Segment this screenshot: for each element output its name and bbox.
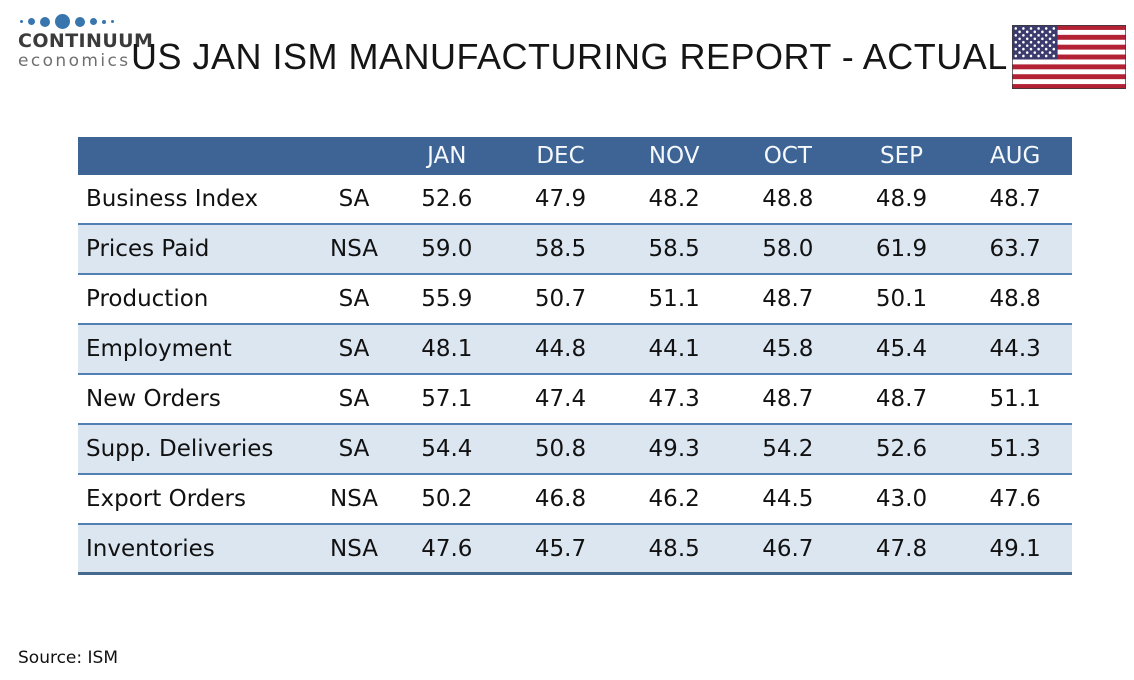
value-cell: 47.3 [648,386,700,412]
value-cell: 63.7 [989,236,1041,262]
column-header-jan: JAN [427,143,467,169]
table-row: Export Orders NSA 50.2 46.8 46.2 44.5 43.0 47.6 [78,475,1072,525]
value-cell: 50.7 [534,286,587,312]
value-cell: 46.8 [534,486,587,512]
row-adjustment: NSA [330,486,378,512]
row-adjustment: SA [338,286,370,312]
value-cell: 54.4 [421,436,473,462]
value-cell: 48.8 [762,186,814,212]
value-cell: 48.7 [762,286,814,312]
value-cell: 46.2 [648,486,700,512]
value-cell: 45.8 [762,336,814,362]
source-note: Source: ISM [18,648,118,668]
value-cell: 49.1 [989,535,1041,562]
row-adjustment: SA [338,436,370,462]
us-flag-icon [1012,25,1126,89]
row-adjustment: NSA [330,535,378,562]
flag-stars [1014,27,1056,58]
table-row: Business Index SA 52.6 47.9 48.2 48.8 48.9 48.7 [78,175,1072,225]
value-cell: 48.7 [875,386,928,412]
value-cell: 50.8 [534,436,587,462]
column-header-dec: DEC [536,143,585,169]
value-cell: 44.5 [762,486,814,512]
continuum-economics-logo: CONTINUUM economics [18,13,154,71]
value-cell: 59.0 [421,236,473,262]
table-row: Employment SA 48.1 44.8 44.1 45.8 45.4 44.3 [78,325,1072,375]
table-row: Supp. Deliveries SA 54.4 50.8 49.3 54.2 52.6 51… [78,425,1072,475]
row-label: Business Index [86,186,259,212]
value-cell: 58.0 [762,236,814,262]
value-cell: 47.4 [534,386,587,412]
column-header-oct: OCT [763,143,812,169]
value-cell: 45.4 [875,336,928,362]
row-adjustment: SA [338,336,370,362]
row-adjustment: SA [338,386,370,412]
row-label: Prices Paid [86,236,210,262]
value-cell: 47.6 [421,535,473,562]
value-cell: 48.7 [762,386,814,412]
value-cell: 47.8 [875,535,928,562]
value-cell: 51.1 [989,386,1041,412]
value-cell: 50.1 [875,286,928,312]
table-row: New Orders SA 57.1 47.4 47.3 48.7 48.7 51.1 [78,375,1072,425]
table-row: Inventories NSA 47.6 45.7 48.5 46.7 47.8 49.1 [78,525,1072,575]
table-header-row: JAN DEC NOV OCT SEP AUG [78,137,1072,175]
value-cell: 51.1 [648,286,700,312]
value-cell: 49.3 [648,436,700,462]
value-cell: 52.6 [421,186,473,212]
table-row: Production SA 55.9 50.7 51.1 48.7 50.1 48.8 [78,275,1072,325]
value-cell: 45.7 [534,535,587,562]
value-cell: 55.9 [421,286,473,312]
logo-subtitle-text: economics [18,50,131,71]
value-cell: 43.0 [875,486,928,512]
row-label: Supp. Deliveries [86,436,274,462]
row-label: Inventories [86,535,215,562]
value-cell: 58.5 [534,236,587,262]
column-header-nov: NOV [648,143,700,169]
value-cell: 44.1 [648,336,700,362]
value-cell: 58.5 [648,236,700,262]
value-cell: 47.6 [989,486,1041,512]
column-header-aug: AUG [989,143,1041,169]
row-label: New Orders [86,386,221,412]
page-title: US JAN ISM MANUFACTURING REPORT - ACTUAL [131,36,1008,77]
value-cell: 44.3 [989,336,1041,362]
value-cell: 48.1 [421,336,473,362]
ism-data-table: JAN DEC NOV OCT SEP AUG Business Index SA 52.6 4… [78,137,1072,575]
value-cell: 46.7 [762,535,814,562]
row-label: Production [86,286,209,312]
value-cell: 51.3 [989,436,1041,462]
row-label: Employment [86,336,232,362]
value-cell: 48.5 [648,535,700,562]
value-cell: 48.8 [989,286,1041,312]
logo-dots-icon [20,13,138,30]
row-adjustment: SA [338,186,370,212]
flag-stripes [1012,25,1126,89]
value-cell: 61.9 [875,236,928,262]
table-body: Business Index SA 52.6 47.9 48.2 48.8 48.9 48.7… [78,175,1072,575]
value-cell: 50.2 [421,486,473,512]
value-cell: 57.1 [421,386,473,412]
row-adjustment: NSA [330,236,378,262]
row-label: Export Orders [86,486,246,512]
value-cell: 48.9 [875,186,928,212]
value-cell: 48.2 [648,186,700,212]
logo-brand-text: CONTINUUM [18,30,154,52]
value-cell: 54.2 [762,436,814,462]
value-cell: 48.7 [989,186,1041,212]
column-header-sep: SEP [879,143,923,169]
value-cell: 47.9 [534,186,587,212]
value-cell: 52.6 [875,436,928,462]
table-row: Prices Paid NSA 59.0 58.5 58.5 58.0 61.9 63.7 [78,225,1072,275]
value-cell: 44.8 [534,336,587,362]
